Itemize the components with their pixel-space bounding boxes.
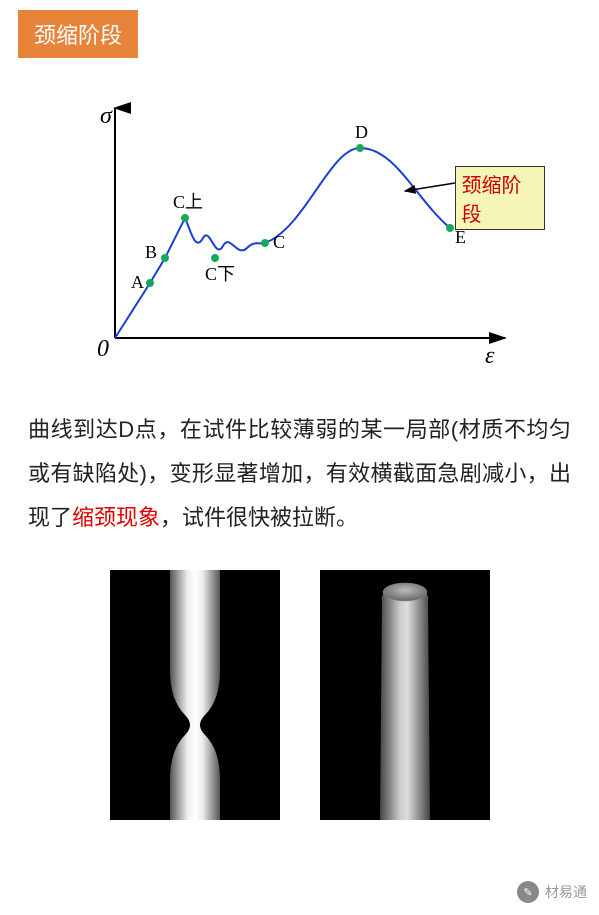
point-c-lower-label: C下 [205, 264, 235, 284]
specimen-images-row [0, 550, 599, 840]
point-a-label: A [131, 272, 144, 292]
origin-label: 0 [97, 336, 109, 362]
fractured-specimen-image [320, 570, 490, 820]
stress-strain-chart: 0 ε σ A B C上 C下 C D E 颈缩阶段 [55, 88, 545, 368]
point-b-marker [161, 254, 169, 262]
watermark-icon: ✎ [517, 881, 539, 903]
y-axis-label: σ [100, 103, 113, 129]
point-a-marker [146, 279, 154, 287]
paragraph-highlight: 缩颈现象 [72, 505, 160, 530]
point-c-upper-marker [181, 214, 189, 222]
point-d-label: D [355, 122, 368, 142]
description-paragraph: 曲线到达D点，在试件比较薄弱的某一局部(材质不均匀或有缺陷处)，变形显著增加，有… [0, 388, 599, 550]
watermark: ✎ 材易通 [517, 881, 587, 903]
page-title-badge: 颈缩阶段 [18, 10, 138, 58]
point-c-marker [261, 239, 269, 247]
necking-specimen-image [110, 570, 280, 820]
point-e-marker [446, 224, 454, 232]
point-c-label: C [273, 232, 285, 252]
x-axis-label: ε [485, 343, 495, 368]
necking-stage-label: 颈缩阶段 [455, 166, 545, 230]
point-d-marker [356, 144, 364, 152]
point-e-label: E [455, 227, 466, 247]
point-c-upper-label: C上 [173, 192, 203, 212]
paragraph-part2: ，试件很快被拉断。 [160, 505, 358, 530]
point-b-label: B [145, 242, 157, 262]
point-c-lower-marker [211, 254, 219, 262]
watermark-text: 材易通 [545, 882, 587, 902]
